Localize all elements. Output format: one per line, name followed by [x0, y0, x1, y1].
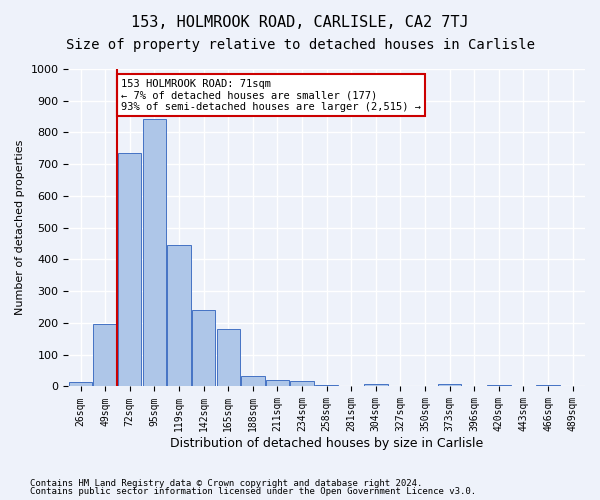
- Bar: [143, 119, 166, 386]
- Bar: [94, 324, 117, 386]
- Bar: [315, 385, 338, 386]
- Text: 153, HOLMROOK ROAD, CARLISLE, CA2 7TJ: 153, HOLMROOK ROAD, CARLISLE, CA2 7TJ: [131, 15, 469, 30]
- Bar: [364, 384, 388, 386]
- Bar: [290, 382, 314, 386]
- Text: Contains public sector information licensed under the Open Government Licence v3: Contains public sector information licen…: [30, 487, 476, 496]
- Text: Size of property relative to detached houses in Carlisle: Size of property relative to detached ho…: [65, 38, 535, 52]
- Bar: [266, 380, 289, 386]
- Bar: [241, 376, 265, 386]
- Text: Contains HM Land Registry data © Crown copyright and database right 2024.: Contains HM Land Registry data © Crown c…: [30, 478, 422, 488]
- X-axis label: Distribution of detached houses by size in Carlisle: Distribution of detached houses by size …: [170, 437, 483, 450]
- Bar: [487, 385, 511, 386]
- Bar: [217, 329, 240, 386]
- Bar: [69, 382, 92, 386]
- Y-axis label: Number of detached properties: Number of detached properties: [15, 140, 25, 316]
- Bar: [167, 244, 191, 386]
- Text: 153 HOLMROOK ROAD: 71sqm
← 7% of detached houses are smaller (177)
93% of semi-d: 153 HOLMROOK ROAD: 71sqm ← 7% of detache…: [121, 78, 421, 112]
- Bar: [192, 310, 215, 386]
- Bar: [438, 384, 461, 386]
- Bar: [536, 385, 560, 386]
- Bar: [118, 153, 142, 386]
